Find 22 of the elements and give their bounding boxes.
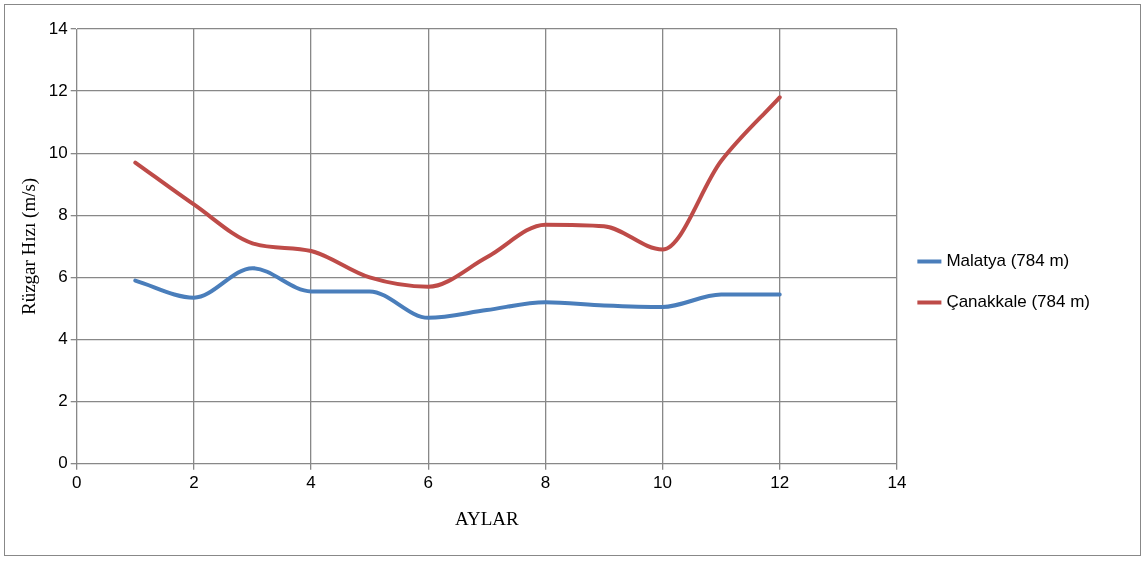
y-tick-label: 6 — [58, 267, 68, 287]
y-axis-title: Rüzgar Hızı (m/s) — [18, 177, 41, 315]
legend-label: Malatya (784 m) — [946, 251, 1070, 271]
x-tick-label: 10 — [653, 472, 673, 492]
x-tick-label: 14 — [887, 472, 907, 492]
x-tick-label: 4 — [306, 472, 316, 492]
x-axis-title: AYLAR — [454, 507, 519, 529]
line-series — [133, 95, 782, 289]
line-series — [133, 266, 782, 320]
legend-label: Çanakkale (784 m) — [946, 292, 1090, 312]
y-tick-label: 8 — [58, 205, 68, 225]
x-tick-label: 6 — [423, 472, 433, 492]
y-tick-label: 2 — [58, 391, 68, 411]
y-tick-label: 4 — [58, 329, 68, 349]
x-tick-label: 12 — [770, 472, 790, 492]
y-tick-label: 12 — [48, 80, 68, 100]
x-tick-label: 8 — [540, 472, 551, 492]
x-tick-label: 2 — [189, 472, 199, 492]
y-tick-label: 14 — [48, 18, 68, 38]
y-tick-label: 0 — [58, 453, 68, 473]
x-tick-label: 0 — [71, 472, 82, 492]
y-tick-label: 10 — [48, 142, 68, 162]
